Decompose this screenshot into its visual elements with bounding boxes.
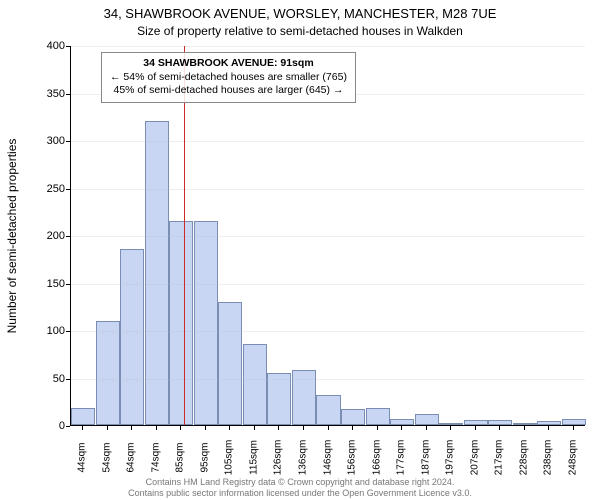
bar	[267, 373, 291, 425]
bar	[464, 420, 488, 425]
ytick-mark	[66, 379, 70, 380]
xtick-label: 217sqm	[494, 440, 505, 476]
ytick-label: 200	[35, 230, 65, 242]
ytick-mark	[66, 141, 70, 142]
title-main: 34, SHAWBROOK AVENUE, WORSLEY, MANCHESTE…	[0, 6, 600, 21]
bar	[537, 421, 561, 425]
xtick-mark	[377, 426, 378, 430]
ytick-mark	[66, 94, 70, 95]
chart-container: 34, SHAWBROOK AVENUE, WORSLEY, MANCHESTE…	[0, 0, 600, 500]
ytick-label: 250	[35, 183, 65, 195]
bar	[243, 344, 267, 425]
xtick-label: 54sqm	[101, 442, 112, 472]
bar	[488, 420, 512, 425]
bar	[341, 409, 365, 425]
annotation-line1: 34 SHAWBROOK AVENUE: 91sqm	[110, 57, 347, 71]
xtick-mark	[278, 426, 279, 430]
xtick-mark	[328, 426, 329, 430]
ytick-mark	[66, 189, 70, 190]
xtick-mark	[205, 426, 206, 430]
xtick-label: 74sqm	[150, 442, 161, 472]
xtick-mark	[426, 426, 427, 430]
xtick-label: 248sqm	[567, 440, 578, 476]
bar	[96, 321, 120, 426]
bar	[562, 419, 586, 425]
xtick-label: 166sqm	[371, 440, 382, 476]
xtick-label: 238sqm	[543, 440, 554, 476]
xtick-mark	[180, 426, 181, 430]
grid-line	[71, 284, 585, 285]
xtick-label: 44sqm	[77, 442, 88, 472]
ytick-mark	[66, 426, 70, 427]
xtick-mark	[450, 426, 451, 430]
ytick-mark	[66, 236, 70, 237]
xtick-mark	[131, 426, 132, 430]
ytick-label: 300	[35, 135, 65, 147]
xtick-label: 105sqm	[224, 440, 235, 476]
xtick-label: 64sqm	[126, 442, 137, 472]
footer-line2: Contains public sector information licen…	[0, 488, 600, 498]
grid-line	[71, 141, 585, 142]
title-sub: Size of property relative to semi-detach…	[0, 24, 600, 38]
bar	[194, 221, 218, 425]
xtick-mark	[156, 426, 157, 430]
bar	[120, 249, 144, 425]
xtick-label: 85sqm	[175, 442, 186, 472]
xtick-mark	[107, 426, 108, 430]
ytick-label: 150	[35, 278, 65, 290]
xtick-mark	[254, 426, 255, 430]
xtick-label: 146sqm	[322, 440, 333, 476]
ytick-label: 400	[35, 40, 65, 52]
annotation-line3: 45% of semi-detached houses are larger (…	[110, 84, 347, 98]
y-axis-label: Number of semi-detached properties	[5, 139, 19, 334]
xtick-label: 207sqm	[469, 440, 480, 476]
grid-line	[71, 331, 585, 332]
bar	[390, 419, 414, 425]
ytick-label: 100	[35, 325, 65, 337]
xtick-mark	[524, 426, 525, 430]
xtick-mark	[303, 426, 304, 430]
grid-line	[71, 46, 585, 47]
bar	[513, 423, 537, 425]
xtick-mark	[352, 426, 353, 430]
bar	[169, 221, 193, 425]
annotation-line2: ← 54% of semi-detached houses are smalle…	[110, 71, 347, 85]
xtick-label: 95sqm	[199, 442, 210, 472]
ytick-mark	[66, 284, 70, 285]
bar	[218, 302, 242, 426]
bar	[439, 423, 463, 425]
bar	[71, 408, 95, 425]
ytick-label: 50	[35, 373, 65, 385]
ytick-label: 0	[35, 420, 65, 432]
xtick-label: 187sqm	[420, 440, 431, 476]
xtick-label: 228sqm	[518, 440, 529, 476]
xtick-mark	[401, 426, 402, 430]
grid-line	[71, 236, 585, 237]
bar	[316, 395, 340, 425]
xtick-label: 156sqm	[347, 440, 358, 476]
xtick-mark	[82, 426, 83, 430]
ytick-label: 350	[35, 88, 65, 100]
bar	[415, 414, 439, 425]
plot-area: 34 SHAWBROOK AVENUE: 91sqm ← 54% of semi…	[70, 46, 585, 426]
annotation-box: 34 SHAWBROOK AVENUE: 91sqm ← 54% of semi…	[101, 52, 356, 103]
ytick-mark	[66, 331, 70, 332]
xtick-mark	[475, 426, 476, 430]
footer: Contains HM Land Registry data © Crown c…	[0, 476, 600, 500]
xtick-mark	[229, 426, 230, 430]
ytick-mark	[66, 46, 70, 47]
xtick-mark	[573, 426, 574, 430]
bar	[366, 408, 390, 425]
xtick-label: 115sqm	[248, 440, 259, 475]
grid-line	[71, 189, 585, 190]
xtick-mark	[548, 426, 549, 430]
xtick-label: 197sqm	[445, 440, 456, 476]
footer-line1: Contains HM Land Registry data © Crown c…	[0, 477, 600, 487]
xtick-label: 136sqm	[297, 440, 308, 476]
grid-line	[71, 379, 585, 380]
xtick-label: 126sqm	[273, 440, 284, 476]
xtick-label: 177sqm	[396, 440, 407, 476]
xtick-mark	[499, 426, 500, 430]
